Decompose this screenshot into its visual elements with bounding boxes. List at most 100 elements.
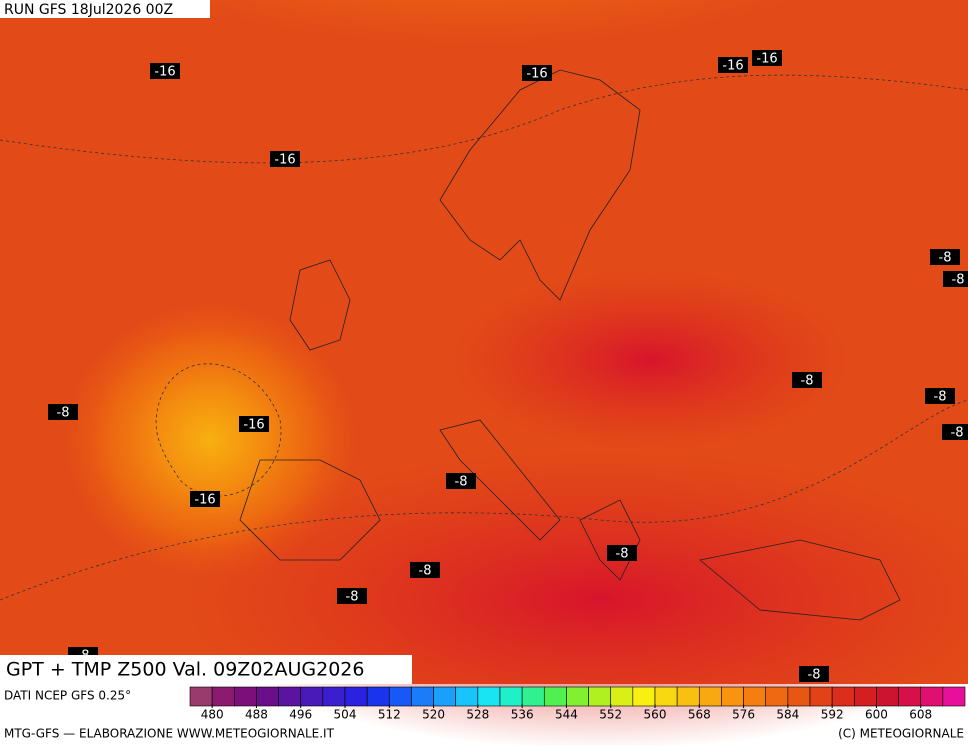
colorbar-swatch bbox=[831, 686, 855, 707]
isotherm-labels: -16 -16-16 -16-16-8-8-8-16-16-8-8-8-8-8-8-… bbox=[48, 50, 968, 683]
label-box bbox=[150, 63, 180, 79]
colorbar-tick-label: 544 bbox=[555, 708, 578, 722]
isotherm-label: -8 bbox=[952, 273, 965, 288]
colorbar-tick-label: 480 bbox=[201, 708, 224, 722]
colorbar-swatch bbox=[942, 686, 966, 707]
colorbar-swatch bbox=[676, 686, 700, 707]
colorbar-swatch bbox=[721, 686, 744, 707]
isotherm-label: -16 bbox=[274, 153, 295, 168]
colorbar-tick-label: 528 bbox=[466, 708, 489, 722]
source-label: DATI NCEP GFS 0.25° bbox=[4, 689, 131, 703]
colorbar-swatch bbox=[278, 686, 302, 707]
label-box bbox=[792, 372, 822, 388]
label-box bbox=[799, 666, 829, 682]
warm-region bbox=[450, 270, 850, 450]
isotherm-label: -8 bbox=[57, 406, 70, 421]
colorbar-tick-label: 488 bbox=[245, 708, 268, 722]
colorbar-swatch bbox=[256, 686, 279, 707]
label-box bbox=[718, 57, 748, 73]
colorbar-swatch bbox=[543, 686, 567, 707]
footer-left: MTG-GFS — ELABORAZIONE WWW.METEOGIORNALE… bbox=[4, 727, 335, 741]
colorbar-swatch bbox=[743, 686, 767, 707]
isotherm-label: -8 bbox=[939, 251, 952, 266]
label-box bbox=[752, 50, 782, 66]
colorbar-swatch bbox=[566, 686, 589, 707]
label-box bbox=[190, 491, 220, 507]
colorbar-tick-label: 512 bbox=[378, 708, 401, 722]
isotherm-label: -8 bbox=[934, 390, 947, 405]
label-box bbox=[446, 473, 476, 489]
colorbar-swatch bbox=[588, 686, 612, 707]
colorbar-tick-label: 576 bbox=[732, 708, 755, 722]
colorbar-swatch bbox=[233, 686, 257, 707]
isotherm-label: -16 bbox=[194, 493, 215, 508]
colorbar-swatch bbox=[411, 686, 434, 707]
header-box bbox=[0, 0, 210, 18]
colorbar-swatch bbox=[455, 686, 479, 707]
colorbar-tick-label: 592 bbox=[821, 708, 844, 722]
footer-right: (C) METEOGIORNALE bbox=[838, 727, 964, 741]
colorbar-swatch bbox=[654, 686, 678, 707]
isotherm-label: -8 bbox=[808, 668, 821, 683]
colorbar-swatch bbox=[433, 686, 457, 707]
colorbar-swatch bbox=[388, 686, 412, 707]
colorbar-tick-label: 520 bbox=[422, 708, 445, 722]
label-box bbox=[930, 249, 960, 265]
title-box bbox=[0, 655, 412, 684]
isotherm-label: -16 bbox=[243, 418, 264, 433]
colorbar-tick-label: 568 bbox=[688, 708, 711, 722]
colorbar-swatch bbox=[344, 686, 368, 707]
isotherm-label: -8 bbox=[616, 547, 629, 562]
label-box bbox=[410, 562, 440, 578]
label-box bbox=[925, 388, 955, 404]
label-box bbox=[522, 65, 552, 81]
colorbar-tick-label: 496 bbox=[289, 708, 312, 722]
isotherm-label: -16 bbox=[154, 65, 175, 80]
colorbar-swatch bbox=[322, 686, 346, 707]
label-box bbox=[943, 271, 968, 287]
colorbar-swatch bbox=[477, 686, 501, 707]
label-box bbox=[607, 545, 637, 561]
colorbar-swatch bbox=[632, 686, 656, 707]
colorbar-tick-label: 600 bbox=[865, 708, 888, 722]
colorbar-swatch bbox=[698, 686, 722, 707]
isotherm-label: -16 bbox=[526, 67, 547, 82]
colorbar-tick-label: 560 bbox=[644, 708, 667, 722]
colorbar-swatch bbox=[521, 686, 545, 707]
label-box bbox=[270, 151, 300, 167]
label-box bbox=[48, 404, 78, 420]
map-title: GPT + TMP Z500 Val. 09Z02AUG2026 bbox=[6, 659, 364, 681]
colorbar-swatch bbox=[499, 686, 523, 707]
colorbar-swatch bbox=[876, 686, 899, 707]
colorbar-swatch bbox=[898, 686, 922, 707]
colorbar-tick-label: 504 bbox=[334, 708, 357, 722]
label-box bbox=[942, 424, 968, 440]
colorbar-swatch bbox=[920, 686, 944, 707]
colorbar-tick-label: 536 bbox=[511, 708, 534, 722]
colorbar-swatch bbox=[211, 686, 235, 707]
label-box bbox=[239, 416, 269, 432]
colorbar: 480 488 496 504 512 520 528 536 544 552 560 568 576 5… bbox=[189, 686, 966, 722]
colorbar-tick-label: 608 bbox=[909, 708, 932, 722]
isotherm-label: -8 bbox=[346, 590, 359, 605]
colorbar-swatch bbox=[853, 686, 877, 707]
isotherm-label: -16 bbox=[722, 59, 743, 74]
run-label: RUN GFS 18Jul2026 00Z bbox=[4, 2, 173, 18]
colorbar-swatch bbox=[189, 686, 213, 707]
label-box bbox=[337, 588, 367, 604]
colorbar-swatch bbox=[366, 686, 390, 707]
colorbar-swatch bbox=[809, 686, 833, 707]
isotherms bbox=[0, 74, 968, 601]
colorbar-swatch bbox=[300, 686, 324, 707]
isotherm-label: -8 bbox=[455, 475, 468, 490]
colorbar-swatch bbox=[610, 686, 634, 707]
colorbar-tick-label: 584 bbox=[776, 708, 799, 722]
colorbar-tick-label: 552 bbox=[599, 708, 622, 722]
isotherm-label: -8 bbox=[951, 426, 964, 441]
isotherm-label: -8 bbox=[801, 374, 814, 389]
colorbar-swatch bbox=[765, 686, 789, 707]
isotherm-label: -8 bbox=[419, 564, 432, 579]
isotherm-label: -16 bbox=[756, 52, 777, 67]
